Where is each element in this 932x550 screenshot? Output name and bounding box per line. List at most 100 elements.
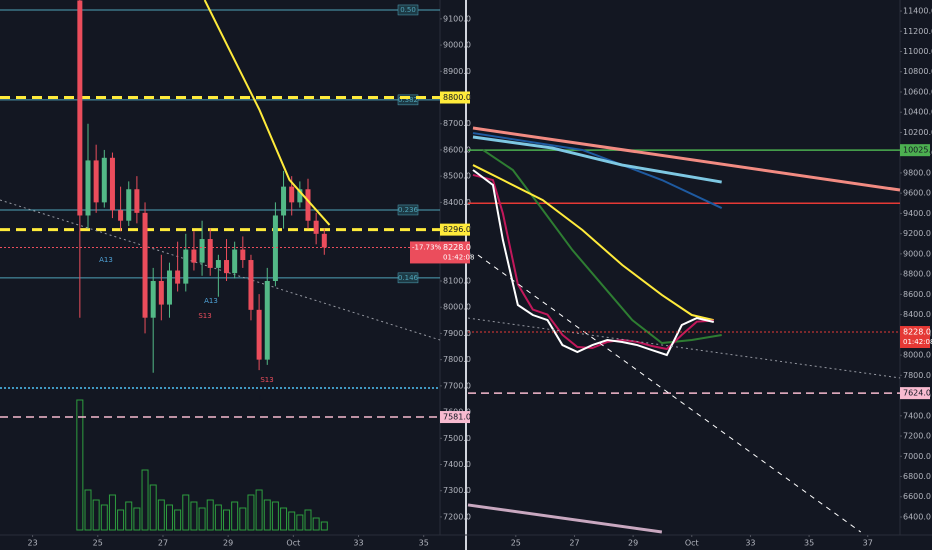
y-tick-label: 11400.0 xyxy=(903,7,932,16)
volume-bar xyxy=(312,517,320,531)
x-tick-label: 29 xyxy=(223,539,233,548)
x-tick-label: Oct xyxy=(685,539,699,548)
y-tick-label: 8600.0 xyxy=(443,145,471,154)
x-tick-label: 25 xyxy=(511,539,521,548)
price-change: -17.73% xyxy=(412,243,442,251)
candle-body xyxy=(77,0,83,216)
last-price-label: 8228.0 xyxy=(443,243,471,252)
series-line xyxy=(472,164,714,322)
candle-body xyxy=(134,189,140,213)
trendline xyxy=(0,199,441,341)
candle-body xyxy=(224,260,230,274)
volume-bar xyxy=(92,499,100,531)
volume-bar xyxy=(255,489,263,531)
x-tick-label: 35 xyxy=(804,539,814,548)
candle-body xyxy=(207,239,213,268)
volume-bar xyxy=(84,489,92,531)
y-tick-label: 8900.0 xyxy=(443,67,471,76)
candle-body xyxy=(305,189,311,221)
volume-bar xyxy=(141,469,149,531)
volume-bar xyxy=(182,494,190,531)
fib-tag xyxy=(397,272,419,284)
volume-bar xyxy=(223,509,231,531)
y-tick-label: 8600.0 xyxy=(903,290,931,299)
moving-average xyxy=(203,0,331,226)
x-tick-label: 29 xyxy=(628,539,638,548)
y-tick-label: 11200.0 xyxy=(903,27,932,36)
volume-bar xyxy=(296,514,304,531)
volume-bar xyxy=(190,501,198,531)
series-line xyxy=(477,254,861,533)
candle-body xyxy=(118,210,124,221)
candle-body xyxy=(166,270,172,305)
volume-bar xyxy=(76,399,84,531)
y-tick-label: 9000.0 xyxy=(443,41,471,50)
volume-bar xyxy=(133,507,141,531)
price-level-label: 7581.0 xyxy=(443,413,471,422)
candle-body xyxy=(183,249,189,284)
candle-body xyxy=(101,157,107,203)
x-tick-label: 33 xyxy=(745,539,755,548)
annotation: A13 xyxy=(99,256,113,264)
candle-body xyxy=(215,260,221,268)
candle-body xyxy=(175,270,181,284)
candle-body xyxy=(272,215,278,281)
y-tick-label: 7900.0 xyxy=(443,329,471,338)
volume-bar xyxy=(288,511,296,531)
y-tick-label: 8400.0 xyxy=(443,198,471,207)
x-tick-label: 33 xyxy=(353,539,363,548)
candle-body xyxy=(248,260,254,310)
volume-bar xyxy=(304,509,312,531)
candle-body xyxy=(150,280,156,318)
volume-bar xyxy=(157,499,165,531)
x-tick-label: Oct xyxy=(286,539,300,548)
y-tick-label: 9400.0 xyxy=(903,209,931,218)
y-tick-label: 8000.0 xyxy=(443,303,471,312)
candle-body xyxy=(191,249,197,263)
volume-bar xyxy=(231,501,239,531)
series-line xyxy=(472,126,901,192)
volume-bar xyxy=(263,499,271,531)
annotation: S13 xyxy=(260,376,273,384)
price-level-tag xyxy=(440,223,470,236)
y-tick-label: 8400.0 xyxy=(903,310,931,319)
y-tick-label: 11000.0 xyxy=(903,47,932,56)
volume-bar xyxy=(206,499,214,531)
price-level-tag xyxy=(440,411,470,424)
y-tick-label: 9000.0 xyxy=(903,249,931,258)
y-tick-label: 10800.0 xyxy=(903,67,932,76)
y-tick-label: 7400.0 xyxy=(903,411,931,420)
candle-body xyxy=(297,189,303,203)
volume-bar xyxy=(247,494,255,531)
volume-bar xyxy=(280,507,288,531)
volume-bar xyxy=(117,509,125,531)
y-tick-label: 6800.0 xyxy=(903,472,931,481)
y-tick-label: 10600.0 xyxy=(903,87,932,96)
y-tick-label: 8500.0 xyxy=(443,172,471,181)
last-price-tag xyxy=(900,326,930,349)
x-tick-label: 27 xyxy=(569,539,579,548)
y-tick-label: 9600.0 xyxy=(903,189,931,198)
y-tick-label: 8100.0 xyxy=(443,276,471,285)
y-tick-label: 8800.0 xyxy=(903,270,931,279)
volume-bar xyxy=(214,504,222,531)
annotation: L xyxy=(259,394,263,402)
y-tick-label: 7000.0 xyxy=(903,452,931,461)
y-tick-label: 7300.0 xyxy=(443,486,471,495)
y-tick-label: 7700.0 xyxy=(443,381,471,390)
last-price-tag xyxy=(410,241,470,264)
price-level-tag xyxy=(900,144,930,157)
y-tick-label: 7200.0 xyxy=(443,512,471,521)
candle-body xyxy=(321,233,327,248)
candle-body xyxy=(93,160,99,203)
price-level-label: 8800.0 xyxy=(443,93,471,102)
y-tick-label: 9200.0 xyxy=(903,229,931,238)
y-tick-label: 7500.0 xyxy=(443,434,471,443)
x-tick-label: 27 xyxy=(158,539,168,548)
volume-bar xyxy=(320,521,328,531)
x-tick-label: 25 xyxy=(93,539,103,548)
y-tick-label: 6400.0 xyxy=(903,512,931,521)
fib-tag xyxy=(397,204,419,216)
candle-body xyxy=(264,280,270,360)
price-level-label: 8296.0 xyxy=(443,225,471,234)
